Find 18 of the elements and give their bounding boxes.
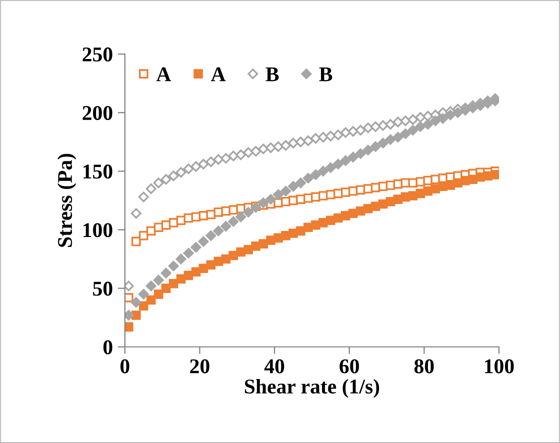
y-axis-title: Stress (Pa): [57, 154, 76, 247]
legend-label: A: [210, 67, 226, 82]
y-tick-label: 200: [82, 106, 112, 120]
x-tick-label: 0: [120, 359, 130, 374]
legend-label: B: [266, 67, 279, 82]
x-tick-label: 60: [340, 359, 359, 374]
legend-label: A: [156, 67, 172, 82]
y-tick-label: 150: [83, 164, 112, 179]
x-axis-title: Shear rate (1/s): [244, 378, 380, 398]
x-tick-label: 80: [414, 359, 434, 374]
y-tick-label: 100: [83, 223, 112, 238]
x-tick-label: 20: [190, 359, 210, 374]
x-tick-label: 100: [485, 359, 514, 374]
y-tick-label: 250: [82, 47, 112, 62]
x-tick-label: 40: [264, 359, 284, 374]
y-tick-label: 0: [103, 340, 112, 354]
y-tick-label: 50: [93, 282, 112, 296]
legend-label: B: [319, 67, 332, 82]
